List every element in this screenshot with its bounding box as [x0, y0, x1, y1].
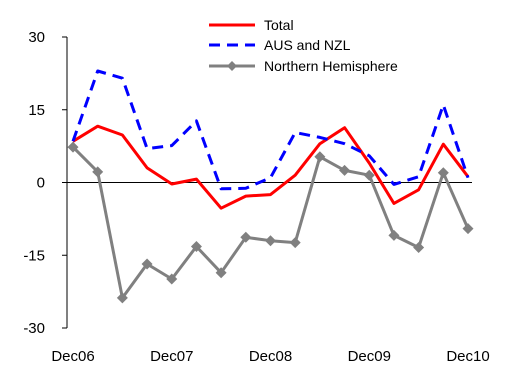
- x-tick-label: Dec10: [446, 348, 489, 365]
- series-northern-hemisphere: [67, 141, 474, 304]
- y-tick-label: -15: [23, 247, 45, 264]
- data-point: [67, 141, 79, 153]
- x-tick-labels: Dec06 Dec07 Dec08 Dec09 Dec10: [51, 348, 489, 365]
- data-point: [215, 267, 227, 279]
- data-point: [190, 241, 202, 253]
- x-tick-label: Dec08: [249, 348, 292, 365]
- y-tick-label: 30: [28, 29, 45, 46]
- series-line: [71, 69, 470, 191]
- data-point: [141, 258, 153, 270]
- x-tick-label: Dec07: [150, 348, 193, 365]
- legend-item: Northern Hemisphere: [209, 58, 398, 74]
- data-point: [462, 223, 474, 235]
- data-point: [116, 292, 128, 304]
- series-line: [72, 124, 470, 210]
- x-tick-label: Dec06: [51, 348, 94, 365]
- data-point: [92, 166, 104, 178]
- data-point: [437, 167, 449, 179]
- series-line: [71, 146, 470, 300]
- legend-item: Total: [209, 17, 294, 33]
- legend-item: AUS and NZL: [209, 37, 351, 53]
- y-tick-labels: 30 15 0 -15 -30: [23, 29, 45, 337]
- legend-marker: [227, 61, 237, 71]
- y-tick-label: -30: [23, 320, 45, 337]
- series-total: [72, 124, 470, 210]
- data-point: [314, 151, 326, 163]
- series-layer: [67, 69, 474, 304]
- data-point: [166, 273, 178, 285]
- legend-label: Total: [264, 17, 294, 33]
- data-point: [388, 229, 400, 241]
- axes: 30 15 0 -15 -30 Dec06 Dec07 Dec08 Dec09 Dec10: [23, 29, 489, 365]
- legend-label: Northern Hemisphere: [264, 58, 398, 74]
- series-aus-and-nzl: [71, 69, 470, 191]
- data-point: [265, 235, 276, 247]
- y-tick-marks: [62, 36, 67, 329]
- data-point: [240, 231, 252, 243]
- data-point: [413, 241, 425, 253]
- x-tick-label: Dec09: [348, 348, 391, 365]
- data-point: [339, 164, 351, 176]
- y-tick-label: 15: [28, 102, 45, 119]
- data-point: [289, 237, 301, 249]
- data-point: [363, 169, 375, 181]
- legend: Total AUS and NZL Northern Hemisphere: [209, 17, 398, 74]
- y-tick-label: 0: [37, 175, 45, 192]
- legend-label: AUS and NZL: [264, 37, 351, 53]
